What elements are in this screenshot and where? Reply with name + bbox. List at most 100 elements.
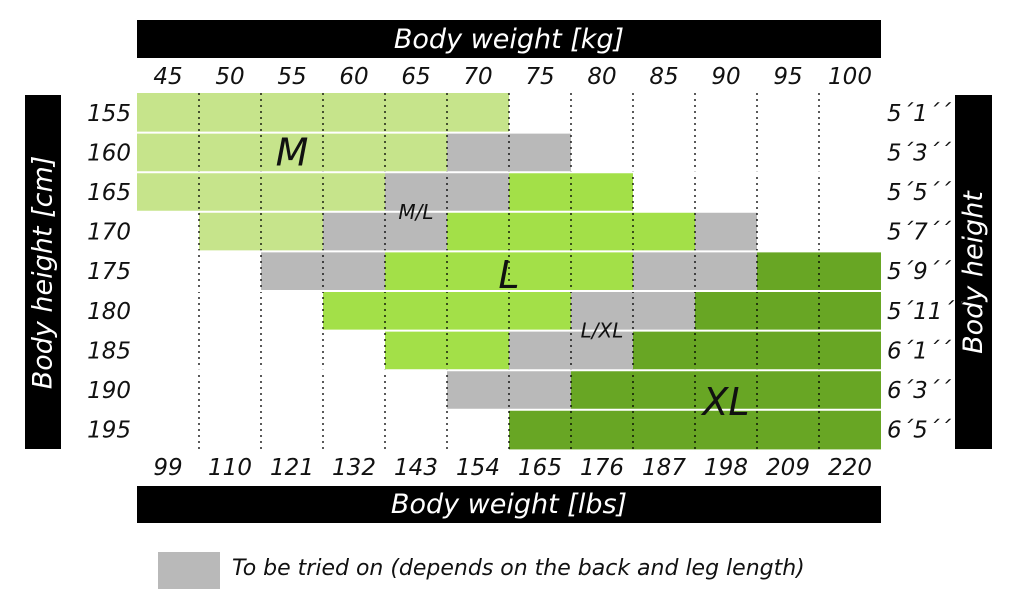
cell-xl-r5-c10	[757, 291, 819, 331]
height-cm-tick: 195	[87, 418, 131, 444]
height-ft-tick: 5´7´´	[887, 220, 951, 246]
cell-xl-r8-c6	[509, 409, 571, 450]
cell-m-l-r3-c4	[385, 211, 447, 252]
legend-swatch	[158, 552, 220, 589]
cell-xl-r5-c11	[819, 291, 881, 331]
cell-l-r3-c5	[447, 211, 509, 252]
height-ft-tick: 5´11´´	[887, 299, 966, 325]
zone-label-m: M	[276, 130, 309, 174]
zone-label-l: L	[498, 253, 519, 297]
cell-m-r1-c4	[385, 132, 447, 173]
height-ft-tick: 5´9´´	[887, 259, 951, 285]
cell-xl-r7-c7	[571, 370, 633, 410]
cell-m-r0-c0	[137, 93, 199, 133]
weight-lbs-tick: 198	[704, 455, 748, 481]
cell-m-r0-c1	[199, 93, 261, 133]
cell-xl-r5-c9	[695, 291, 757, 331]
cell-l-xl-r5-c7	[571, 291, 633, 331]
height-ft-tick: 6´3´´	[887, 378, 951, 404]
cell-m-r1-c2	[261, 132, 323, 173]
height-cm-tick: 170	[87, 220, 131, 246]
cell-m-r2-c3	[323, 172, 385, 212]
cell-m-r0-c5	[447, 93, 509, 133]
cell-xl-r6-c8	[633, 330, 695, 371]
weight-kg-tick: 75	[525, 64, 554, 90]
cell-m-r2-c2	[261, 172, 323, 212]
cell-xl-r6-c11	[819, 330, 881, 371]
cell-l-r4-c4	[385, 251, 447, 291]
cell-m-l-r2-c5	[447, 172, 509, 212]
weight-lbs-tick: 110	[208, 455, 252, 481]
zone-label-xl: XL	[700, 380, 749, 424]
height-ft-tick: 6´5´´	[887, 418, 951, 444]
cell-xl-r7-c10	[757, 370, 819, 410]
weight-lbs-tick: 165	[518, 455, 562, 481]
cell-m-r0-c4	[385, 93, 447, 133]
weight-lbs-tick: 154	[456, 455, 500, 481]
weight-kg-axis-title: Body weight [kg]	[393, 23, 625, 55]
grid-lines	[137, 93, 881, 450]
cell-m-l-r4-c3	[323, 251, 385, 291]
weight-kg-tick: 80	[587, 64, 616, 90]
size-zone-labels: M M/L L L/XL XL	[276, 130, 750, 423]
axis-ticks: 45 50 55 60 65 70 75 80 85 90 95 100 99 110 121 132 143 1…	[87, 64, 966, 481]
zone-label-m-l: M/L	[398, 200, 433, 224]
height-cm-tick: 185	[87, 338, 131, 364]
cell-m-l-r2-c4	[385, 172, 447, 212]
weight-kg-tick: 100	[828, 64, 872, 90]
cell-l-xl-r4-c9	[695, 251, 757, 291]
height-cm-axis-title-bar: Body height [cm]	[25, 95, 61, 449]
cell-l-r3-c6	[509, 211, 571, 252]
weight-lbs-tick: 143	[394, 455, 438, 481]
cell-l-r3-c8	[633, 211, 695, 252]
cell-l-xl-r4-c8	[633, 251, 695, 291]
cell-l-r2-c7	[571, 172, 633, 212]
weight-kg-tick: 65	[401, 64, 430, 90]
height-cm-tick: 165	[87, 180, 131, 206]
cell-m-r2-c0	[137, 172, 199, 212]
zone-label-l-xl: L/XL	[581, 319, 624, 343]
cell-xl-r8-c9	[695, 409, 757, 450]
cell-l-r6-c4	[385, 330, 447, 371]
height-cm-tick: 190	[87, 378, 131, 404]
height-ft-tick: 5´1´´	[887, 101, 951, 127]
size-cells	[137, 93, 881, 450]
weight-kg-tick: 90	[711, 64, 740, 90]
cell-l-xl-r3-c9	[695, 211, 757, 252]
cell-m-r1-c1	[199, 132, 261, 173]
weight-lbs-tick: 209	[766, 455, 810, 481]
weight-kg-tick: 50	[215, 64, 244, 90]
cell-l-r5-c6	[509, 291, 571, 331]
weight-kg-tick: 85	[649, 64, 678, 90]
weight-kg-tick: 55	[277, 64, 306, 90]
weight-lbs-axis-title-bar: Body weight [lbs]	[137, 486, 881, 523]
cell-m-r0-c3	[323, 93, 385, 133]
cell-xl-r8-c7	[571, 409, 633, 450]
cell-l-r3-c7	[571, 211, 633, 252]
cell-xl-r4-c10	[757, 251, 819, 291]
cell-l-r4-c7	[571, 251, 633, 291]
cell-xl-r7-c11	[819, 370, 881, 410]
cell-m-r3-c2	[261, 211, 323, 252]
cell-l-xl-r6-c6	[509, 330, 571, 371]
weight-lbs-tick: 187	[642, 455, 686, 481]
weight-lbs-tick: 132	[332, 455, 376, 481]
cell-m-l-r4-c2	[261, 251, 323, 291]
cell-l-r5-c4	[385, 291, 447, 331]
height-ft-tick: 5´5´´	[887, 180, 951, 206]
cell-m-l-r3-c3	[323, 211, 385, 252]
weight-lbs-tick: 99	[153, 455, 182, 481]
cell-m-r3-c1	[199, 211, 261, 252]
cell-l-r5-c3	[323, 291, 385, 331]
height-cm-tick: 180	[87, 299, 131, 325]
height-cm-tick: 175	[87, 259, 131, 285]
cell-xl-r8-c11	[819, 409, 881, 450]
cell-l-r4-c5	[447, 251, 509, 291]
cell-m-r2-c1	[199, 172, 261, 212]
weight-kg-tick: 95	[773, 64, 802, 90]
height-ft-tick: 5´3´´	[887, 140, 951, 166]
height-ft-axis-title-bar: Body height	[955, 95, 992, 449]
weight-kg-tick: 70	[463, 64, 492, 90]
cell-l-xl-r7-c5	[447, 370, 509, 410]
cell-l-r5-c5	[447, 291, 509, 331]
